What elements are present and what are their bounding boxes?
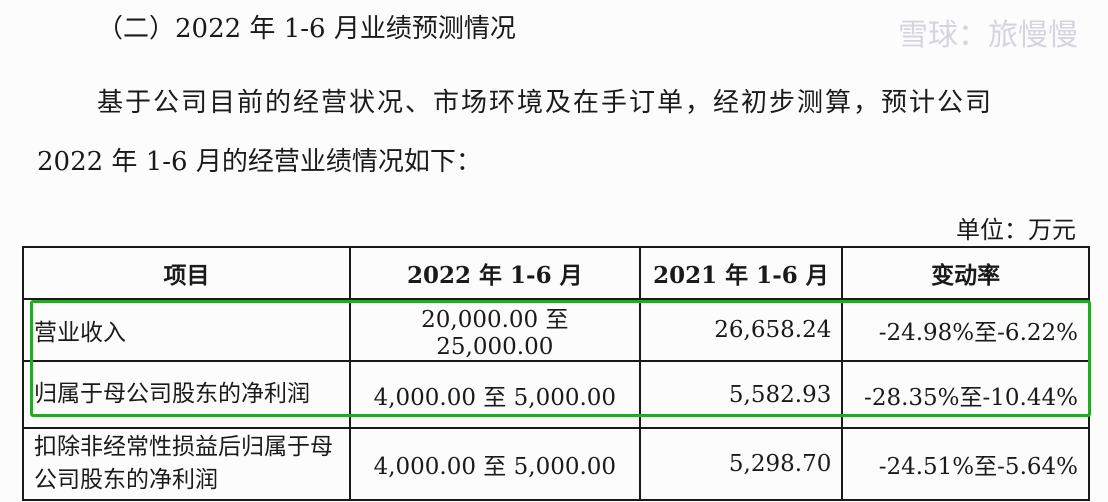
table-header-row: 项目 2022 年 1-6 月 2021 年 1-6 月 变动率 — [21, 246, 1090, 300]
section-title: （二）2022 年 1-6 月业绩预测情况 — [97, 14, 516, 44]
header-2021: 2021 年 1-6 月 — [638, 246, 844, 300]
table-row: 扣除非经常性损益后归属于母公司股东的净利润 4,000.00 至 5,000.0… — [21, 427, 1090, 501]
watermark: 雪球：旅慢慢 — [898, 18, 1078, 53]
paragraph-line-2: 2022 年 1-6 月的经营业绩情况如下： — [37, 147, 482, 177]
change-rate: -24.51%至-5.64% — [841, 427, 1090, 501]
unit-label: 单位：万元 — [956, 216, 1076, 244]
change-rate: -28.35%至-10.44% — [841, 360, 1090, 429]
row-label: 营业收入 — [21, 298, 352, 362]
header-2022: 2022 年 1-6 月 — [349, 246, 641, 300]
row-label: 归属于母公司股东的净利润 — [21, 360, 352, 429]
header-change: 变动率 — [841, 246, 1090, 300]
header-item: 项目 — [21, 246, 352, 300]
value-2021: 26,658.24 — [638, 298, 844, 362]
row-label: 扣除非经常性损益后归属于母公司股东的净利润 — [21, 427, 352, 501]
value-2022: 4,000.00 至 5,000.00 — [349, 360, 641, 429]
table-row: 营业收入 20,000.00 至 25,000.00 26,658.24 -24… — [21, 298, 1090, 362]
value-2022: 4,000.00 至 5,000.00 — [349, 427, 641, 501]
value-2021: 5,298.70 — [638, 427, 844, 501]
forecast-table: 项目 2022 年 1-6 月 2021 年 1-6 月 变动率 营业收入 20… — [21, 246, 1090, 501]
change-rate: -24.98%至-6.22% — [841, 298, 1090, 362]
value-2022: 20,000.00 至 25,000.00 — [349, 298, 641, 362]
table-row: 归属于母公司股东的净利润 4,000.00 至 5,000.00 5,582.9… — [21, 360, 1090, 429]
paragraph-line-1: 基于公司目前的经营状况、市场环境及在手订单，经初步测算，预计公司 — [97, 88, 994, 118]
value-2021: 5,582.93 — [638, 360, 844, 429]
